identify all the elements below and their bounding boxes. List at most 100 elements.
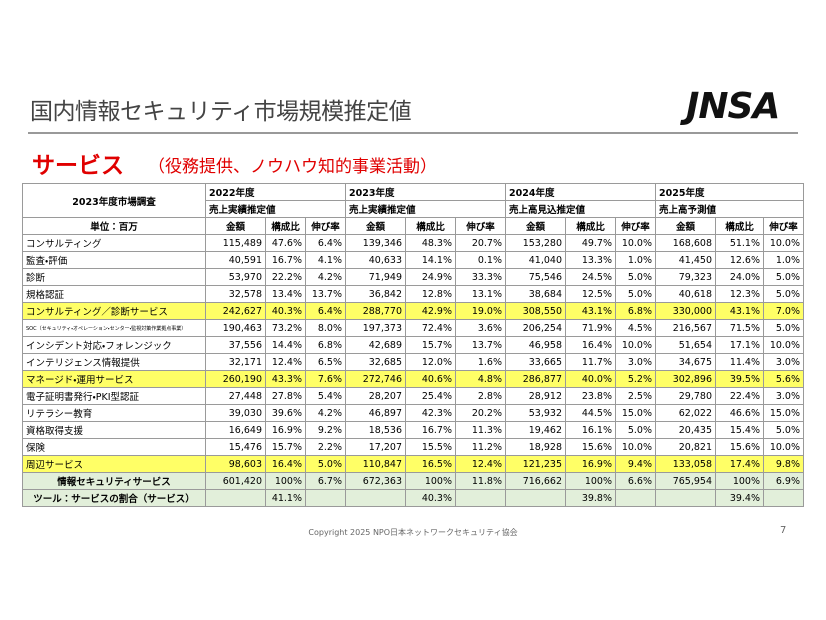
value-cell: 12.6%: [715, 251, 764, 269]
value-cell: 10.0%: [615, 438, 656, 456]
row-label: インシデント対応・フォレンジック: [22, 336, 206, 354]
column-header: 伸び率: [615, 217, 656, 235]
value-cell: 3.0%: [763, 353, 804, 371]
value-cell: 133,058: [655, 455, 716, 473]
value-cell: 33.3%: [455, 268, 506, 286]
value-cell: 100%: [565, 472, 616, 490]
value-cell: 41.1%: [265, 489, 306, 507]
value-cell: 39,030: [205, 404, 266, 422]
value-cell: 39.8%: [565, 489, 616, 507]
value-cell: 110,847: [345, 455, 406, 473]
value-cell: [205, 489, 266, 507]
value-cell: [615, 489, 656, 507]
value-cell: 4.2%: [305, 268, 346, 286]
value-cell: 44.5%: [565, 404, 616, 422]
value-cell: 121,235: [505, 455, 566, 473]
value-cell: 16.9%: [265, 421, 306, 439]
value-cell: 9.2%: [305, 421, 346, 439]
value-cell: 36,842: [345, 285, 406, 303]
table-row: 監査・評価 40,591 16.7% 4.1% 40,633 14.1% 0.1% 41,04…: [22, 251, 804, 269]
value-cell: 20,435: [655, 421, 716, 439]
value-cell: 16.4%: [265, 455, 306, 473]
row-label: 監査・評価: [22, 251, 206, 269]
value-cell: 765,954: [655, 472, 716, 490]
value-cell: 28,207: [345, 387, 406, 405]
value-cell: 4.8%: [455, 370, 506, 388]
value-cell: 51,654: [655, 336, 716, 354]
table-row: 資格取得支援 16,649 16.9% 9.2% 18,536 16.7% 11.3% 19,…: [22, 421, 804, 439]
row-label: コンサルティング／診断サービス: [22, 302, 206, 320]
value-cell: 288,770: [345, 302, 406, 320]
value-cell: 10.0%: [763, 336, 804, 354]
value-cell: 5.2%: [615, 370, 656, 388]
value-cell: 15.6%: [565, 438, 616, 456]
value-cell: [345, 489, 406, 507]
value-cell: 19,462: [505, 421, 566, 439]
value-cell: 51.1%: [715, 234, 764, 252]
value-cell: [505, 489, 566, 507]
value-cell: 7.0%: [763, 302, 804, 320]
value-cell: 39.6%: [265, 404, 306, 422]
unit: 単位：百万: [22, 217, 206, 235]
value-cell: 17,207: [345, 438, 406, 456]
value-cell: 32,685: [345, 353, 406, 371]
value-cell: 13.7%: [305, 285, 346, 303]
value-cell: 20,821: [655, 438, 716, 456]
value-cell: 302,896: [655, 370, 716, 388]
value-cell: 5.4%: [305, 387, 346, 405]
value-cell: 100%: [715, 472, 764, 490]
value-cell: 27,448: [205, 387, 266, 405]
value-cell: 1.0%: [763, 251, 804, 269]
value-cell: 53,932: [505, 404, 566, 422]
value-cell: 12.8%: [405, 285, 456, 303]
table-row: 単位：百万 金額 構成比 伸び率 金額 構成比 伸び率 金額 構成比 伸び率 金額 構成比 伸び率: [22, 217, 804, 235]
value-cell: 3.0%: [615, 353, 656, 371]
value-cell: 13.7%: [455, 336, 506, 354]
value-cell: 11.2%: [455, 438, 506, 456]
value-cell: 15.7%: [265, 438, 306, 456]
value-cell: 601,420: [205, 472, 266, 490]
year-header: 2025年度: [655, 183, 804, 201]
value-cell: 3.0%: [763, 387, 804, 405]
column-header: 構成比: [715, 217, 764, 235]
value-cell: 9.8%: [763, 455, 804, 473]
value-cell: 71.5%: [715, 319, 764, 337]
row-label: 電子証明書発行・PKI型認証: [22, 387, 206, 405]
value-cell: 15.4%: [715, 421, 764, 439]
table-row: コンサルティング 115,489 47.6% 6.4% 139,346 48.3% 20.7…: [22, 234, 804, 252]
column-header: 金額: [345, 217, 406, 235]
value-cell: 4.1%: [305, 251, 346, 269]
value-cell: 41,450: [655, 251, 716, 269]
row-label: インテリジェンス情報提供: [22, 353, 206, 371]
value-cell: 716,662: [505, 472, 566, 490]
value-cell: 38,684: [505, 285, 566, 303]
value-cell: 16.5%: [405, 455, 456, 473]
value-cell: 32,171: [205, 353, 266, 371]
value-cell: 46.6%: [715, 404, 764, 422]
value-cell: 6.8%: [305, 336, 346, 354]
section-note: （役務提供、ノウハウ知的事業活動）: [148, 157, 437, 177]
value-cell: 33,665: [505, 353, 566, 371]
value-cell: 11.8%: [455, 472, 506, 490]
value-cell: 15.5%: [405, 438, 456, 456]
table-row: 情報セキュリティサービス 601,420 100% 6.7% 672,363 100% 11…: [22, 472, 804, 490]
value-cell: 5.0%: [763, 268, 804, 286]
value-cell: 6.6%: [615, 472, 656, 490]
value-cell: 16.9%: [565, 455, 616, 473]
table-row: インシデント対応・フォレンジック 37,556 14.4% 6.8% 42,689 15.…: [22, 336, 804, 354]
value-cell: 0.1%: [455, 251, 506, 269]
value-cell: 40,618: [655, 285, 716, 303]
value-cell: 6.7%: [305, 472, 346, 490]
market-table: 2023年度市場調査 2022年度 2023年度 2024年度 2025年度 売上実績推定…: [22, 183, 804, 507]
value-cell: 260,190: [205, 370, 266, 388]
year-header: 2023年度: [345, 183, 506, 201]
value-cell: 40.6%: [405, 370, 456, 388]
value-cell: 10.0%: [763, 438, 804, 456]
value-cell: 168,608: [655, 234, 716, 252]
year-header: 2022年度: [205, 183, 346, 201]
value-cell: 3.6%: [455, 319, 506, 337]
row-label: 資格取得支援: [22, 421, 206, 439]
value-cell: 12.4%: [265, 353, 306, 371]
title: 国内情報セキュリティ市場規模推定値: [30, 99, 412, 125]
